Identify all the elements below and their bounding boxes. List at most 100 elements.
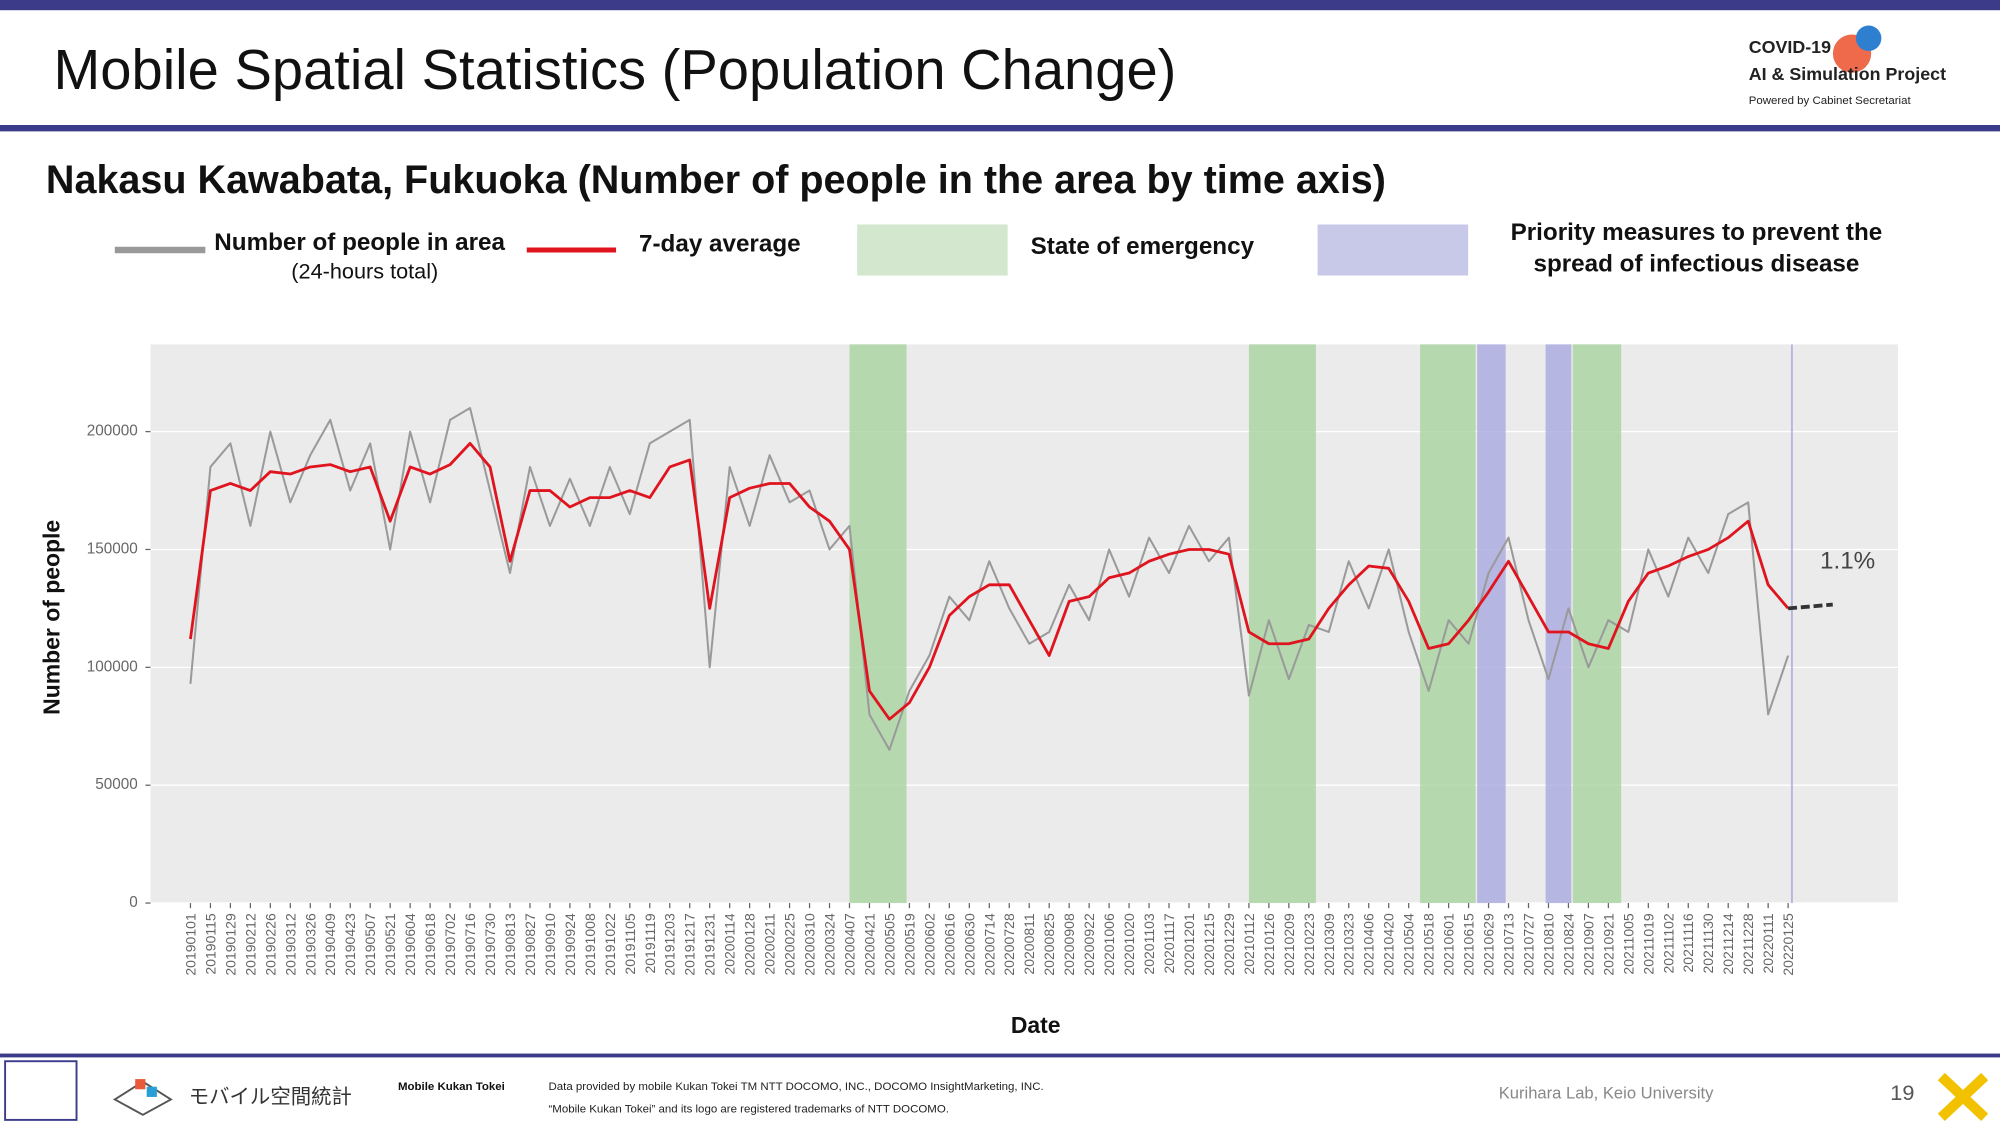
legend-swatch [1317,224,1469,276]
legend-label: Number of people in area [214,229,505,256]
footer-logo [146,1086,157,1097]
x-tick-label: 20211130 [1700,913,1716,973]
y-tick-label: 150000 [87,541,138,558]
shaded-region [1545,344,1572,904]
x-tick-label: 20200908 [1061,913,1077,976]
footer-logo [112,1080,173,1116]
footer-credit: “Mobile Kukan Tokei” and its logo are re… [548,1104,948,1116]
x-tick-label: 20210209 [1281,913,1297,976]
x-tick-label: 20190813 [502,913,518,976]
x-tick-label: 20190312 [282,913,298,976]
x-tick-label: 20200211 [762,913,778,975]
shaded-region [1790,344,1793,904]
x-tick-label: 20200616 [941,913,957,976]
x-tick-label: 20200630 [961,913,977,976]
x-tick-label: 20191008 [582,913,598,976]
slide-title: Mobile Spatial Statistics (Population Ch… [54,38,1177,101]
x-tick-label: 20200324 [821,913,837,976]
series-line [189,441,1790,721]
logo-text: COVID-19 [1749,37,1831,57]
x-tick-label: 20200825 [1041,913,1057,976]
x-tick-label: 20211214 [1720,913,1736,975]
x-tick-label: 20190212 [242,913,258,976]
x-tick-label: 20200128 [742,913,758,976]
shaded-region [1477,344,1506,904]
legend-swatch [857,224,1008,276]
x-tick-label: 20190507 [362,913,378,976]
x-tick-label: 20200922 [1081,913,1097,976]
x-tick-label: 20190827 [522,913,538,976]
x-tick-label: 20210810 [1540,913,1556,976]
x-tick-label: 20210112 [1241,913,1257,975]
footer-credit: Data provided by mobile Kukan Tokei TM N… [548,1081,1043,1093]
x-tick-label: 20210921 [1600,913,1616,976]
footer-rule [0,1053,2000,1058]
x-tick-label: 20210727 [1520,913,1536,976]
shaded-region [849,344,907,904]
x-tick-label: 20190226 [262,913,278,976]
title-rule [0,125,2000,132]
x-tick-label: 20210601 [1441,913,1457,976]
x-tick-label: 20190702 [442,913,458,976]
x-tick-label: 20191231 [702,913,718,976]
x-tick-label: 20211116 [1680,913,1696,972]
x-tick-label: 20190730 [482,913,498,976]
x-tick-label: 20191105 [622,913,638,975]
x-tick-label: 20210406 [1361,913,1377,976]
x-tick-label: 20210223 [1301,913,1317,976]
y-tick-label: 50000 [95,776,138,793]
y-tick-label: 200000 [87,423,138,440]
x-tick-label: 20190604 [402,913,418,976]
footer-brand: モバイル空間統計 [189,1086,352,1109]
x-tick-label: 20200421 [861,913,877,976]
x-tick-label: 20190521 [382,913,398,976]
x-tick-label: 20190326 [302,913,318,976]
x-tick-label: 20190924 [562,913,578,976]
x-tick-label: 20200310 [802,913,818,976]
x-tick-label: 20220125 [1780,913,1796,976]
footer-logo [135,1079,146,1090]
x-tick-label: 20211005 [1620,913,1636,975]
legend-label-box: Priority measures to prevent the spread … [1510,219,1883,279]
plot: 0 50000 100000 150000 200000 20190101 20190115… [87,344,1898,976]
x-tick-label: 20200519 [901,913,917,976]
legend-label: State of emergency [1031,233,1255,260]
logo-text: Powered by Cabinet Secretariat [1749,95,1912,107]
x-tick-label: 20190716 [462,913,478,976]
legend-note: (24-hours total) [291,259,438,284]
footer-lab: Kurihara Lab, Keio University [1499,1084,1714,1103]
x-tick-label: 20201215 [1201,913,1217,976]
legend-label: Priority measures to prevent the spread … [1510,219,1883,279]
x-tick-label: 20190115 [202,913,218,975]
x-tick-label: 20210504 [1401,913,1417,976]
x-tick-label: 20210824 [1560,913,1576,976]
plot-background [150,344,1898,904]
x-tick-label: 20190101 [182,913,198,976]
footer-logo [1937,1072,1989,1122]
x-tick-label: 20191119 [642,913,658,973]
x-tick-label: 20201201 [1181,913,1197,976]
x-tick-label: 20210323 [1341,913,1357,976]
x-tick-label: 20200225 [782,913,798,976]
x-tick-label: 20210615 [1461,913,1477,976]
x-tick-label: 20211228 [1740,913,1756,975]
trend-dash [1787,602,1833,611]
x-tick-label: 20200407 [841,913,857,976]
x-tick-label: 20191203 [662,913,678,976]
x-tick-label: 20210420 [1381,913,1397,976]
x-tick-label: 20190423 [342,913,358,976]
x-tick-label: 20210518 [1421,913,1437,976]
chart-title: Nakasu Kawabata, Fukuoka (Number of peop… [46,158,1386,202]
legend-label: 7-day average [639,230,801,257]
x-tick-label: 20200114 [722,913,738,975]
x-tick-label: 20190409 [322,913,338,976]
x-tick-label: 20190910 [542,913,558,976]
x-tick-label: 20210309 [1321,913,1337,976]
x-tick-label: 20201020 [1121,913,1137,976]
logo-text: AI & Simulation Project [1749,64,1946,84]
y-tick-label: 100000 [87,658,138,675]
top-bar [0,0,2000,11]
x-tick-label: 20210629 [1481,913,1497,976]
